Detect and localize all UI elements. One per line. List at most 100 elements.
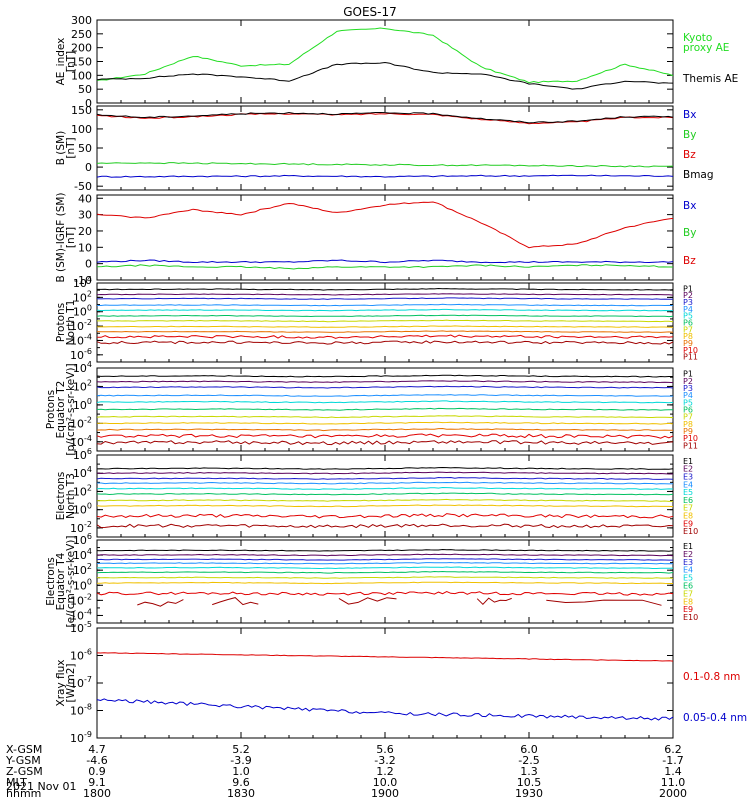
- footer-cell: 0.9: [88, 765, 106, 778]
- y-tick-label: 100: [73, 577, 92, 592]
- y-tick-label: 0: [85, 258, 92, 271]
- series-bx: [96, 174, 674, 178]
- legend-label: P1: [683, 284, 693, 293]
- series-e10: [96, 523, 674, 529]
- legend-label: By: [683, 129, 696, 141]
- legend-label: P5: [683, 312, 693, 321]
- legend-label: E2: [683, 550, 693, 559]
- legend-label: P11: [683, 353, 698, 362]
- footer-cell: 6.0: [520, 743, 538, 756]
- legend-label: E10: [683, 613, 698, 622]
- series-kyoto-proxy-ae: [96, 27, 674, 84]
- y-tick-label: 10-9: [70, 730, 92, 745]
- series-e5: [97, 566, 674, 570]
- panel-8: Xray flux[W/m2] 10-5 10-6 10-7 10-8 10-9 0.1-0…: [55, 620, 747, 745]
- legend-label: P9: [683, 339, 693, 348]
- y-axis-label: AE_index: [55, 38, 67, 86]
- y-tick-label: 102: [73, 483, 92, 498]
- legend-label: E1: [683, 457, 693, 466]
- y-axis-label: B (SM): [55, 131, 67, 165]
- legend-label: 0.1-0.8 nm: [683, 671, 740, 683]
- series-e1: [96, 548, 674, 552]
- legend-label: E5: [683, 574, 693, 583]
- legend-label: Bmag: [683, 169, 714, 181]
- footer-cell: 11.0: [661, 776, 686, 789]
- footer-cell: 9.6: [232, 776, 250, 789]
- series-e7: [96, 498, 674, 502]
- series-e6: [96, 570, 674, 574]
- series-p5: [96, 308, 673, 312]
- footer-cell: 10.5: [517, 776, 542, 789]
- legend-label: E7: [683, 504, 693, 513]
- series-e2: [96, 471, 673, 475]
- y-tick-label: -50: [74, 180, 92, 193]
- y-tick-label: 10-2: [70, 415, 92, 430]
- y-tick-label: 150: [71, 104, 92, 117]
- footer-cell: -2.5: [518, 754, 539, 767]
- footer-table: X-GSM 4.7 5.2 5.6 6.0 6.2 Y-GSM -4.6 -3.9 -3.2 -2.…: [5, 743, 687, 800]
- legend-label: E8: [683, 597, 693, 606]
- series-p6: [96, 407, 673, 411]
- legend-label: Bz: [683, 149, 696, 161]
- series-p1: [96, 374, 673, 378]
- series-p3: [96, 385, 674, 389]
- series-e6: [96, 492, 674, 496]
- series-e4: [96, 561, 674, 565]
- series-e7: [96, 576, 674, 579]
- y-axis-label: [W/m2]: [65, 663, 77, 702]
- panel-frame: [96, 539, 674, 624]
- footer-cell: 1930: [515, 787, 543, 800]
- y-axis-label: Xray flux: [55, 660, 67, 707]
- y-tick-label: 50: [78, 83, 92, 96]
- y-tick-label: 104: [73, 275, 92, 290]
- legend-label: P8: [683, 420, 693, 429]
- legend-label: P2: [683, 291, 693, 300]
- legend-label: E4: [683, 566, 693, 575]
- footer-cell: -4.6: [86, 754, 107, 767]
- footer-cell: 1.2: [376, 765, 394, 778]
- y-axis-label: Equator T2: [55, 381, 67, 439]
- y-tick-label: 10-6: [70, 347, 92, 362]
- y-tick-label: 0: [85, 161, 92, 174]
- y-tick-label: 104: [73, 465, 92, 480]
- legend-label: P2: [683, 377, 693, 386]
- legend-label: P11: [683, 441, 698, 450]
- legend-label: By: [683, 227, 696, 239]
- legend-label: P3: [683, 384, 693, 393]
- y-axis-label: North T1: [65, 300, 77, 346]
- series-p4: [96, 394, 673, 397]
- footer-cell: 9.1: [88, 776, 106, 789]
- series-xray-1: [96, 652, 674, 662]
- series-p10: [96, 433, 674, 439]
- series-e9: [96, 513, 674, 519]
- series-bx: [96, 259, 674, 264]
- legend-label: proxy AE: [683, 42, 729, 54]
- series-p5: [96, 400, 674, 404]
- y-tick-label: 50: [78, 142, 92, 155]
- y-tick-label: 10-2: [70, 520, 92, 535]
- legend-label: P5: [683, 398, 693, 407]
- y-axis-label: [e/(cm²-s-sr-keV)]: [65, 536, 77, 628]
- legend-label: E4: [683, 480, 693, 489]
- series-p11: [96, 440, 674, 446]
- y-tick-label: 300: [71, 14, 92, 27]
- legend-label: P3: [683, 298, 693, 307]
- y-tick-label: 10-4: [70, 434, 92, 449]
- y-tick-label: 40: [78, 192, 92, 205]
- footer-cell: 2000: [659, 787, 687, 800]
- series-p2: [96, 380, 674, 384]
- y-tick-label: 0: [85, 97, 92, 110]
- y-tick-label: 30: [78, 209, 92, 222]
- legend-label: 0.05-0.4 nm: [683, 712, 747, 724]
- footer-cell: -3.2: [374, 754, 395, 767]
- y-axis-label: [p/(cm²-s-sr-keV)]: [65, 363, 77, 455]
- series-p3: [96, 297, 674, 300]
- date-label: 2021 Nov 01: [6, 780, 76, 793]
- footer-cell: 10.0: [373, 776, 398, 789]
- footer-cell: 1.3: [520, 765, 538, 778]
- series-p8: [96, 325, 674, 328]
- series-e8: [97, 581, 673, 585]
